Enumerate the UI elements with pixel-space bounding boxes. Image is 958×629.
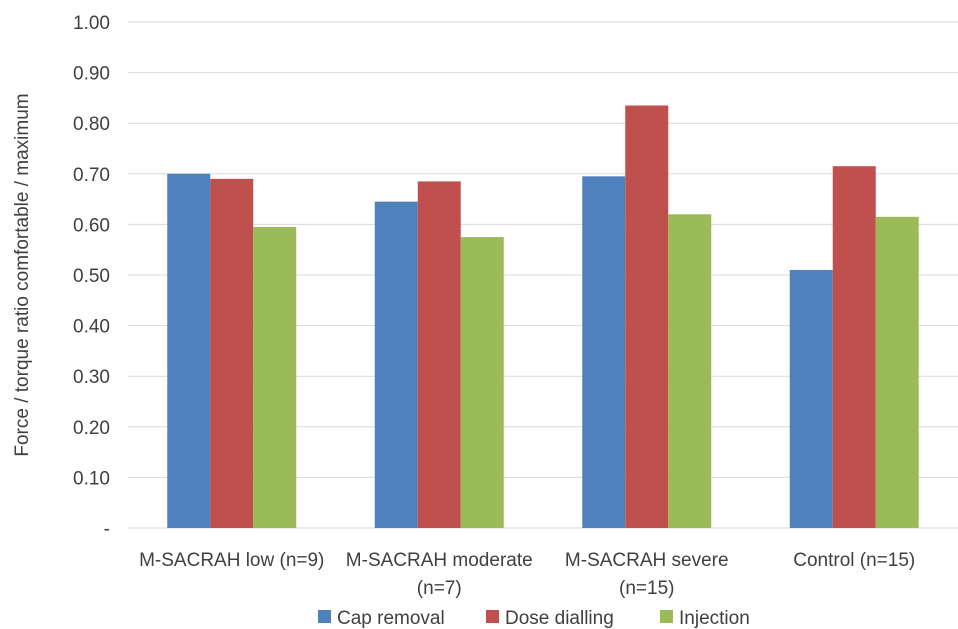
y-tick-label: 0.50 bbox=[73, 266, 110, 287]
x-category-label: (n=15) bbox=[619, 578, 674, 599]
legend-label: Injection bbox=[679, 608, 750, 629]
bar-cap-removal bbox=[582, 176, 626, 528]
y-tick-label: 0.20 bbox=[73, 418, 110, 439]
y-tick-label: 0.80 bbox=[73, 114, 110, 135]
bar-cap-removal bbox=[374, 201, 418, 528]
bar-cap-removal bbox=[167, 173, 211, 529]
legend-swatch bbox=[660, 610, 673, 623]
y-tick-label: 1.00 bbox=[73, 13, 110, 34]
bar-injection bbox=[460, 237, 504, 529]
legend-label: Dose dialling bbox=[505, 608, 614, 629]
x-axis-categories: M-SACRAH low (n=9) M-SACRAH moderate (n=7)… bbox=[139, 550, 915, 599]
bar-injection bbox=[668, 214, 712, 528]
y-tick-label: 0.70 bbox=[73, 165, 110, 186]
bar-injection bbox=[875, 216, 919, 528]
y-axis-label: Force / torque ratio comfortable / maxim… bbox=[12, 93, 33, 456]
y-tick-label: 0.60 bbox=[73, 215, 110, 236]
y-tick-label: 0.30 bbox=[73, 367, 110, 388]
x-category-label: Control (n=15) bbox=[793, 550, 915, 571]
legend-label: Cap removal bbox=[337, 608, 445, 629]
bar-injection bbox=[253, 226, 297, 528]
legend: Cap removal Dose dialling Injection bbox=[318, 608, 750, 629]
y-tick-label: 0.90 bbox=[73, 64, 110, 85]
x-category-label: M-SACRAH severe bbox=[565, 550, 729, 571]
x-category-label: M-SACRAH moderate bbox=[346, 550, 533, 571]
bar-dose-dialling bbox=[417, 181, 461, 528]
y-tick-label: - bbox=[104, 519, 110, 540]
bars bbox=[167, 105, 919, 529]
x-category-label: M-SACRAH low (n=9) bbox=[139, 550, 324, 571]
bar-dose-dialling bbox=[625, 105, 669, 529]
y-tick-label: 0.10 bbox=[73, 468, 110, 489]
legend-swatch bbox=[318, 610, 331, 623]
x-category-label: (n=7) bbox=[417, 578, 462, 599]
bar-dose-dialling bbox=[832, 166, 876, 528]
bar-dose-dialling bbox=[210, 178, 254, 529]
y-axis-ticks: - 0.10 0.20 0.30 0.40 0.50 0.60 0.70 0.80 0.90 1.0… bbox=[73, 13, 110, 540]
legend-swatch bbox=[486, 610, 499, 623]
y-tick-label: 0.40 bbox=[73, 317, 110, 338]
bar-cap-removal bbox=[789, 269, 833, 528]
